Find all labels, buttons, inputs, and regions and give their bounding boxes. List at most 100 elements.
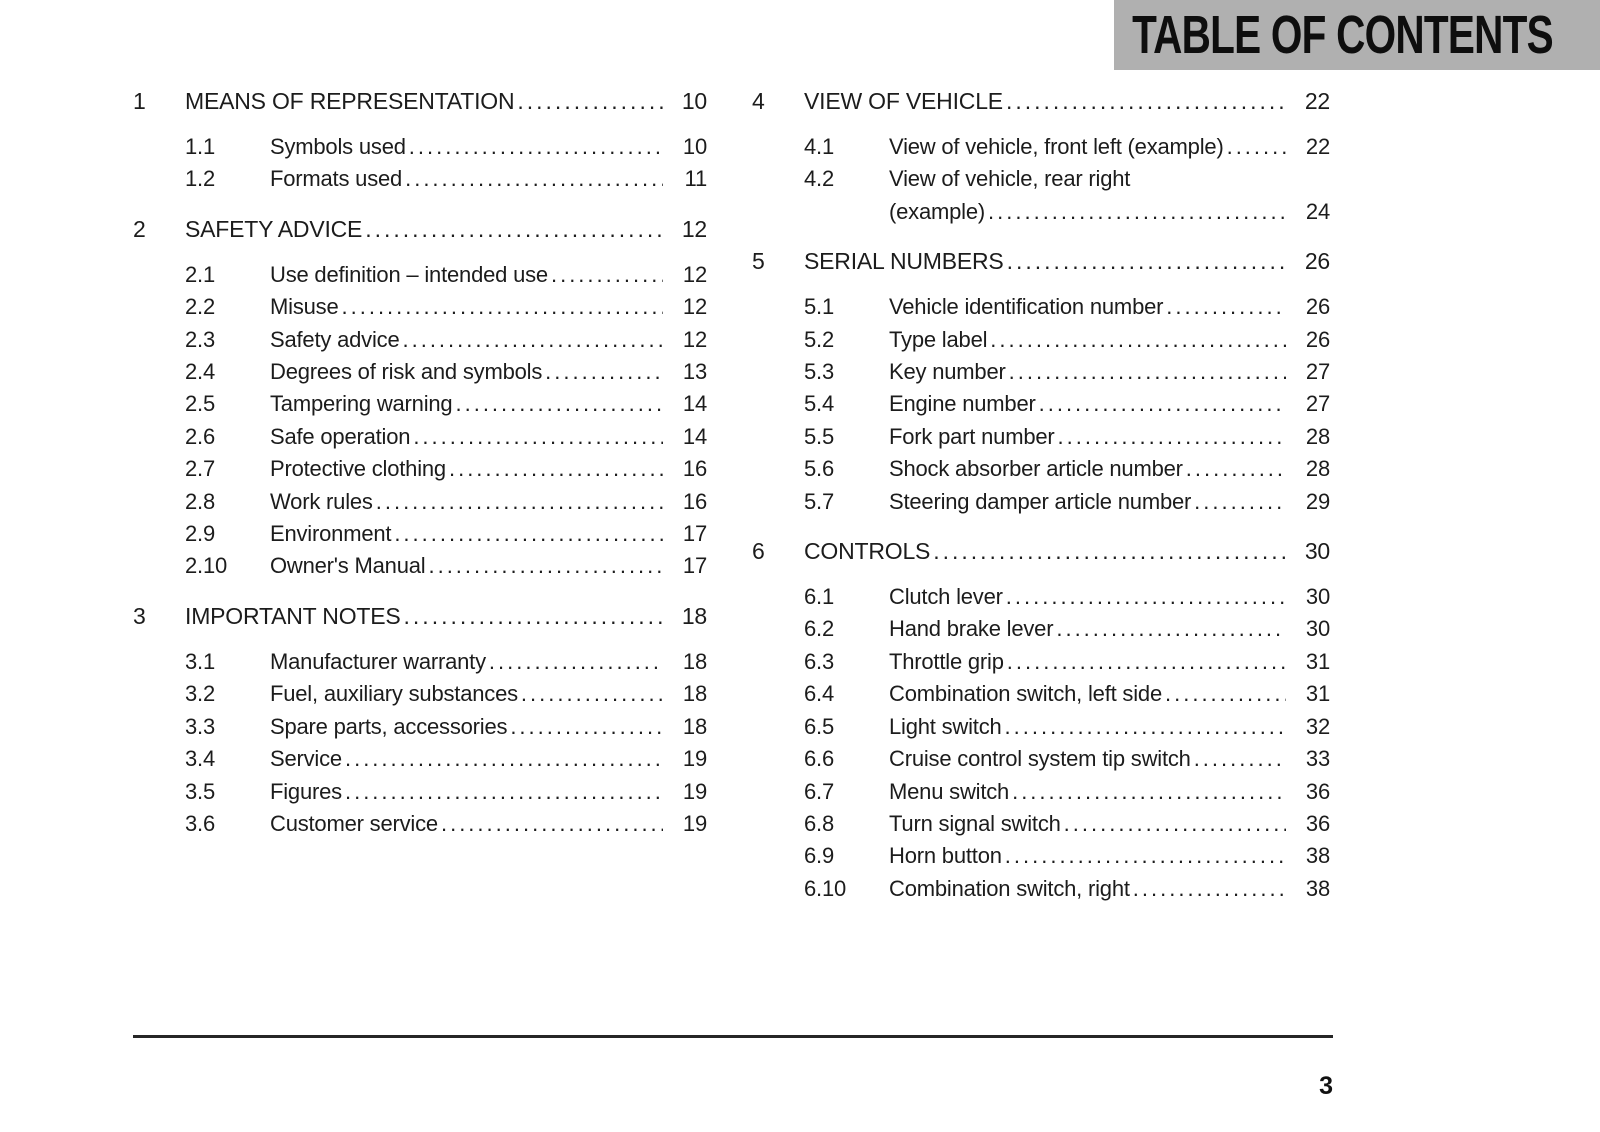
entry-title: CONTROLS [804, 538, 931, 565]
dot-leader [1039, 388, 1286, 420]
footer-page-number: 3 [1319, 1072, 1333, 1100]
toc-section-entry[interactable]: 3 IMPORTANT NOTES 18 [133, 598, 707, 634]
toc-subsection-entry[interactable]: 6.6 Cruise control system tip switch 33 [752, 743, 1330, 775]
toc-subsection-entry[interactable]: 3.5 Figures 19 [133, 776, 707, 808]
toc-subsection-entry[interactable]: 2.6 Safe operation 14 [133, 421, 707, 453]
toc-subsection-entry[interactable]: 6.3 Throttle grip 31 [752, 646, 1330, 678]
toc-subsection-entry[interactable]: 6.10 Combination switch, right 38 [752, 873, 1330, 905]
toc-section-entry[interactable]: 5 SERIAL NUMBERS 26 [752, 243, 1330, 279]
toc-subsection-entry[interactable]: 2.2 Misuse 12 [133, 291, 707, 323]
dot-leader [345, 743, 663, 775]
entry-page-number: 27 [1305, 359, 1330, 385]
dot-leader [1194, 486, 1286, 518]
footer-rule [133, 1035, 1333, 1038]
toc-subsection-entry[interactable]: 3.4 Service 19 [133, 743, 707, 775]
entry-number: 6.2 [804, 616, 834, 642]
entry-number: 5.2 [804, 326, 834, 352]
dot-leader [428, 550, 663, 582]
toc-subsection-entry[interactable]: 2.1 Use definition – intended use 12 [133, 259, 707, 291]
toc-subsection-entry[interactable]: 5.7 Steering damper article number 29 [752, 486, 1330, 518]
toc-subsection-entry[interactable]: 4.2 View of vehicle, rear right [752, 163, 1330, 195]
toc-subsection-entry[interactable]: 2.9 Environment 17 [133, 518, 707, 550]
toc-subsection-entry[interactable]: 5.3 Key number 27 [752, 356, 1330, 388]
entry-page-number: 19 [682, 746, 707, 772]
entry-number: 6.7 [804, 778, 834, 804]
entry-page-number: 31 [1305, 681, 1330, 707]
entry-number: 6.4 [804, 681, 834, 707]
entry-title: Light switch [889, 713, 1002, 739]
dot-leader [551, 259, 663, 291]
entry-number: 3.6 [185, 810, 215, 836]
toc-subsection-entry[interactable]: 5.1 Vehicle identification number 26 [752, 291, 1330, 323]
entry-page-number: 28 [1305, 456, 1330, 482]
dot-leader [376, 486, 663, 518]
entry-title: (example) [889, 198, 986, 224]
entry-title: Customer service [270, 810, 438, 836]
entry-number: 5.6 [804, 456, 834, 482]
entry-page-number: 26 [1304, 248, 1330, 275]
dot-leader [342, 291, 664, 323]
toc-subsection-entry[interactable]: 6.4 Combination switch, left side 31 [752, 678, 1330, 710]
entry-title: Tampering warning [270, 391, 453, 417]
toc-section-entry[interactable]: 1 MEANS OF REPRESENTATION 10 [133, 83, 707, 119]
toc-subsection-entry[interactable]: 6.5 Light switch 32 [752, 711, 1330, 743]
entry-page-number: 18 [682, 648, 707, 674]
page-title: TABLE OF CONTENTS [1131, 5, 1553, 65]
toc-subsection-entry-continuation[interactable]: (example) 24 [752, 196, 1330, 228]
toc-subsection-entry[interactable]: 5.5 Fork part number 28 [752, 421, 1330, 453]
toc-subsection-entry[interactable]: 3.6 Customer service 19 [133, 808, 707, 840]
entry-title: Fuel, auxiliary substances [270, 681, 518, 707]
toc-subsection-entry[interactable]: 3.3 Spare parts, accessories 18 [133, 711, 707, 743]
toc-subsection-entry[interactable]: 6.2 Hand brake lever 30 [752, 613, 1330, 645]
entry-title: Use definition – intended use [270, 261, 548, 287]
entry-page-number: 16 [682, 456, 707, 482]
toc-section-entry[interactable]: 4 VIEW OF VEHICLE 22 [752, 83, 1330, 119]
entry-page-number: 38 [1305, 875, 1330, 901]
toc-subsection-entry[interactable]: 5.2 Type label 26 [752, 324, 1330, 356]
entry-title: Combination switch, right [889, 875, 1130, 901]
dot-leader [1009, 356, 1286, 388]
toc-subsection-entry[interactable]: 2.3 Safety advice 12 [133, 324, 707, 356]
entry-title: Degrees of risk and symbols [270, 359, 543, 385]
entry-number: 6.1 [804, 584, 834, 610]
entry-number: 6.9 [804, 843, 834, 869]
entry-title: Symbols used [270, 134, 406, 159]
entry-page-number: 10 [681, 88, 707, 114]
entry-number: 1 [133, 88, 146, 114]
toc-subsection-entry[interactable]: 3.2 Fuel, auxiliary substances 18 [133, 678, 707, 710]
dot-leader [405, 163, 663, 195]
toc-subsection-entry[interactable]: 2.4 Degrees of risk and symbols 13 [133, 356, 707, 388]
toc-subsection-entry[interactable]: 1.1 Symbols used 10 [133, 131, 707, 163]
toc-subsection-entry[interactable]: 6.8 Turn signal switch 36 [752, 808, 1330, 840]
toc-subsection-entry[interactable]: 2.8 Work rules 16 [133, 486, 707, 518]
toc-subsection-entry[interactable]: 1.2 Formats used 11 [133, 163, 707, 195]
toc-subsection-entry[interactable]: 4.1 View of vehicle, front left (example)… [752, 131, 1330, 163]
dot-leader [449, 453, 663, 485]
toc-subsection-entry[interactable]: 2.7 Protective clothing 16 [133, 453, 707, 485]
entry-number: 2.2 [185, 294, 215, 320]
toc-subsection-entry[interactable]: 2.5 Tampering warning 14 [133, 388, 707, 420]
entry-number: 2.3 [185, 326, 215, 352]
entry-title: Spare parts, accessories [270, 713, 508, 739]
entry-page-number: 14 [682, 391, 707, 417]
toc-section-entry[interactable]: 6 CONTROLS 30 [752, 533, 1330, 569]
entry-number: 2.1 [185, 261, 215, 287]
toc-subsection-entry[interactable]: 5.6 Shock absorber article number 28 [752, 453, 1330, 485]
toc-subsection-entry[interactable]: 3.1 Manufacturer warranty 18 [133, 646, 707, 678]
toc-subsection-entry[interactable]: 5.4 Engine number 27 [752, 388, 1330, 420]
entry-title: View of vehicle, front left (example) [889, 134, 1224, 159]
dot-leader [1012, 776, 1286, 808]
dot-leader [1006, 83, 1286, 119]
dot-leader [1007, 646, 1286, 678]
toc-subsection-entry[interactable]: 6.9 Horn button 38 [752, 840, 1330, 872]
toc-subsection-entry[interactable]: 2.10 Owner's Manual 17 [133, 550, 707, 582]
entry-title: Cruise control system tip switch [889, 746, 1191, 772]
entry-page-number: 18 [682, 681, 707, 707]
toc-section-entry[interactable]: 2 SAFETY ADVICE 12 [133, 211, 707, 247]
entry-page-number: 36 [1305, 810, 1330, 836]
toc-column: 4 VIEW OF VEHICLE 22 4.1 View of vehicle, fr… [752, 83, 1330, 905]
toc-subsection-entry[interactable]: 6.1 Clutch lever 30 [752, 581, 1330, 613]
dot-leader [1056, 613, 1286, 645]
entry-page-number: 29 [1305, 488, 1330, 514]
toc-subsection-entry[interactable]: 6.7 Menu switch 36 [752, 776, 1330, 808]
